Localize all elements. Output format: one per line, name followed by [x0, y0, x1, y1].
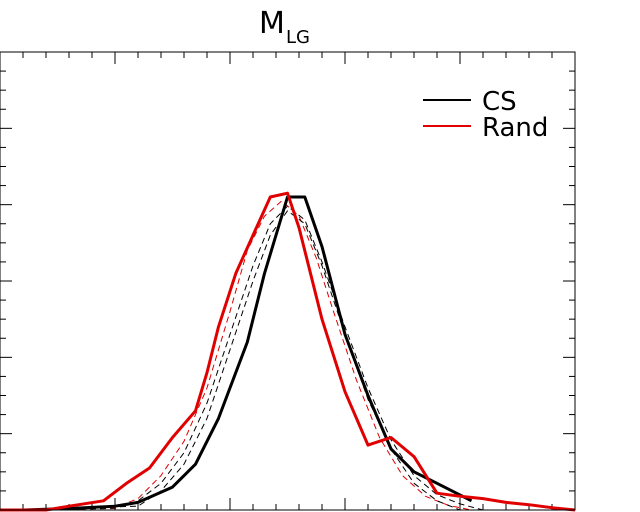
chart-title: M [259, 6, 285, 41]
legend-label: Rand [482, 113, 548, 143]
legend-label: CS [482, 87, 517, 117]
series-line-dashed [0, 200, 472, 511]
plot-frame [0, 51, 576, 511]
series-line-rand [0, 191, 576, 512]
series-line-dashed [0, 210, 461, 511]
axis-ticks [0, 51, 576, 511]
chart-title-subscript: LG [286, 27, 310, 48]
series-lines [0, 191, 576, 512]
